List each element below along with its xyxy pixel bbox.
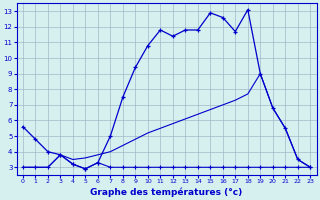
X-axis label: Graphe des températures (°c): Graphe des températures (°c) [91,187,243,197]
